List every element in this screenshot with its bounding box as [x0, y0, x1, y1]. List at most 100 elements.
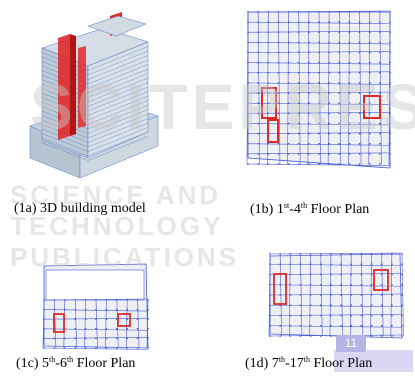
grid-node	[360, 324, 363, 327]
grid-node	[401, 263, 403, 266]
grid-node	[299, 294, 302, 296]
grid-node	[318, 71, 320, 74]
grid-node	[74, 318, 77, 321]
grid-node	[136, 327, 139, 330]
grid-node	[115, 347, 118, 349]
grid-node	[340, 273, 342, 276]
grid-node	[247, 112, 249, 115]
floor-line	[41, 127, 149, 152]
grid-node	[328, 82, 331, 84]
grid-node	[277, 51, 280, 54]
grid-node	[247, 132, 249, 135]
grid-node	[348, 51, 351, 54]
core-walls	[273, 269, 389, 305]
grid-node	[257, 31, 260, 34]
grid-node	[319, 294, 322, 296]
grid-line	[318, 11, 321, 165]
grid-node	[257, 122, 260, 125]
grid-node	[340, 324, 342, 327]
grid-node	[358, 51, 361, 54]
grid-node	[370, 273, 373, 276]
grid-node	[368, 82, 371, 84]
grid-node	[348, 152, 351, 155]
grid-node	[105, 327, 108, 330]
grid-node	[257, 82, 260, 84]
grid-node	[297, 163, 300, 165]
grid-node	[115, 308, 118, 311]
grid-node	[247, 71, 249, 74]
grid-node	[360, 263, 363, 266]
grid-node	[257, 51, 260, 54]
grid-node	[257, 41, 260, 44]
grid-node	[84, 308, 87, 311]
grid-line	[348, 11, 350, 165]
grid-node	[287, 82, 290, 84]
grid-line	[269, 252, 403, 255]
grid-node	[279, 263, 282, 266]
grid-line	[84, 299, 86, 349]
grid-node	[338, 41, 341, 44]
3d-building-model	[29, 12, 159, 179]
grid-node	[368, 21, 371, 24]
grid-node	[289, 304, 292, 307]
grid-line	[257, 11, 260, 165]
grid-node	[380, 253, 383, 255]
grid-node	[309, 304, 312, 307]
grid-node	[370, 263, 373, 266]
grid-node	[378, 163, 381, 165]
grid-node	[307, 41, 310, 44]
grid-node	[267, 163, 270, 165]
grid-line	[74, 299, 77, 349]
floor-plan-1d	[268, 252, 404, 339]
grid-node	[105, 337, 108, 340]
grid-node	[257, 11, 260, 13]
grid-node	[269, 263, 271, 266]
grid-node	[74, 299, 77, 301]
grid-node	[63, 347, 66, 349]
grid-node	[297, 41, 300, 44]
floor-line	[41, 82, 149, 107]
grid-node	[319, 263, 322, 266]
grid-node	[401, 253, 403, 255]
grid-node	[269, 335, 271, 337]
grid-node	[378, 11, 381, 13]
grid-node	[299, 263, 302, 266]
grid-node	[287, 102, 290, 105]
grid-node	[328, 163, 331, 165]
grid-node	[247, 163, 249, 165]
grid-line	[95, 299, 98, 349]
grid-node	[277, 102, 280, 105]
grid-node	[348, 11, 351, 13]
grid-node	[389, 112, 391, 115]
grid-line	[42, 299, 45, 349]
grid-node	[269, 273, 271, 276]
grid-node	[309, 314, 312, 317]
grid-node	[389, 92, 391, 94]
grid-node	[297, 142, 300, 145]
page-number-badge: 11	[336, 335, 366, 352]
grid-line	[105, 299, 107, 349]
grid-node	[287, 21, 290, 24]
grid-node	[319, 273, 322, 276]
grid-node	[43, 347, 45, 349]
grid-node	[350, 304, 353, 307]
grid-node	[287, 11, 290, 13]
grid-node	[370, 294, 373, 296]
grid-node	[267, 41, 270, 44]
grid-node	[318, 152, 320, 155]
grid-node	[389, 21, 391, 24]
grid-line	[359, 11, 362, 165]
floor-line	[41, 131, 149, 157]
text-highlight	[334, 350, 413, 372]
grid-node	[340, 263, 342, 266]
grid-node	[401, 314, 403, 317]
grid-node	[368, 41, 371, 44]
grid-node	[348, 92, 351, 94]
grid-node	[368, 142, 371, 145]
grid-node	[370, 283, 373, 286]
grid-node	[84, 327, 87, 330]
grid-node	[368, 31, 371, 34]
grid-node	[126, 347, 129, 349]
grid-node	[368, 132, 371, 135]
grid-node	[95, 299, 97, 301]
